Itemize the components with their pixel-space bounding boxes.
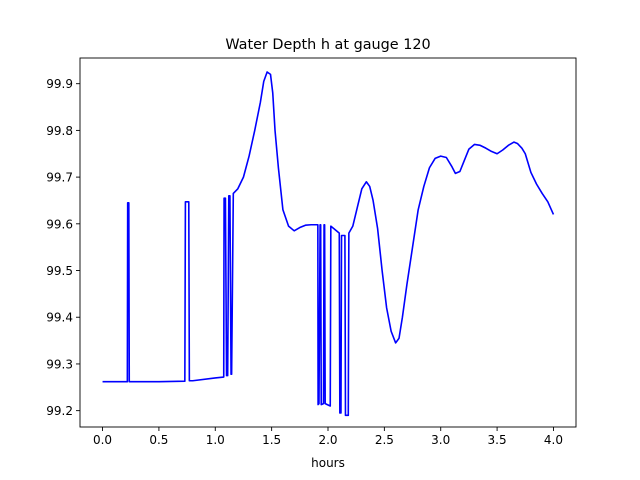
- x-tick-label: 3.0: [431, 433, 450, 447]
- series-line-0: [102, 71, 555, 417]
- y-tick-label: 99.3: [46, 357, 73, 371]
- x-axis-label: hours: [311, 456, 345, 470]
- chart-title: Water Depth h at gauge 120: [225, 37, 430, 53]
- y-tick-label: 99.9: [46, 77, 73, 91]
- y-tick-label: 99.6: [46, 217, 73, 231]
- plot-area: [102, 71, 555, 417]
- y-tick-label: 99.2: [46, 404, 73, 418]
- x-tick-label: 0.5: [149, 433, 168, 447]
- y-tick-label: 99.7: [46, 171, 73, 185]
- x-tick-label: 1.5: [262, 433, 281, 447]
- x-tick-label: 2.0: [318, 433, 337, 447]
- x-tick-label: 3.5: [488, 433, 507, 447]
- x-tick-label: 4.0: [544, 433, 563, 447]
- x-tick-label: 2.5: [375, 433, 394, 447]
- y-tick-label: 99.8: [46, 124, 73, 138]
- y-tick-label: 99.4: [46, 311, 73, 325]
- x-tick-label: 0.0: [93, 433, 112, 447]
- y-tick-label: 99.5: [46, 264, 73, 278]
- x-tick-label: 1.0: [206, 433, 225, 447]
- axes-frame: [79, 57, 577, 428]
- axes: 0.0 0.5 1.0 1.5 2.0 2.5 3.0 3.5 4.0 99.2 99.3 99.4 9…: [46, 57, 577, 447]
